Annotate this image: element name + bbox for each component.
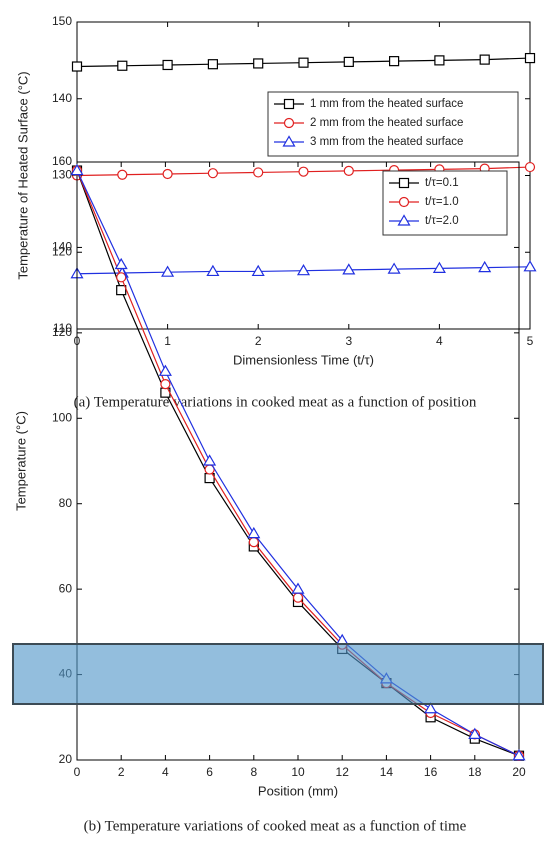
- y-tick-label: 160: [52, 154, 72, 168]
- x-tick-label: 8: [250, 765, 257, 779]
- marker: [387, 262, 401, 274]
- marker: [283, 117, 295, 129]
- marker: [117, 60, 128, 71]
- marker: [296, 263, 311, 276]
- caption: (b) Temperature variations of cooked mea…: [84, 818, 467, 834]
- legend-label: 3 mm from the heated surface: [310, 136, 463, 148]
- marker: [291, 582, 305, 594]
- y-tick-label: 20: [59, 752, 73, 766]
- marker: [398, 196, 410, 208]
- marker: [283, 98, 295, 110]
- marker: [524, 161, 536, 173]
- caption: (a) Temperature variations in cooked mea…: [74, 394, 477, 410]
- marker: [117, 169, 128, 180]
- x-axis-label: Dimensionless Time (t/τ): [233, 352, 374, 367]
- highlight-box: [12, 643, 544, 705]
- y-tick-label: 150: [52, 14, 72, 28]
- marker: [253, 167, 264, 178]
- marker: [114, 257, 128, 270]
- marker: [512, 749, 526, 761]
- y-tick-label: 120: [52, 244, 72, 258]
- marker: [158, 364, 172, 376]
- y-tick-label: 80: [59, 496, 73, 510]
- y-tick-label: 140: [52, 240, 72, 254]
- marker: [389, 56, 400, 67]
- x-tick-label: 5: [527, 334, 534, 348]
- x-tick-label: 1: [164, 334, 171, 348]
- legend-label: t/τ=0.1: [425, 177, 459, 189]
- x-tick-label: 2: [118, 765, 125, 779]
- marker: [253, 58, 264, 69]
- marker: [247, 526, 261, 539]
- x-tick-label: 16: [424, 765, 438, 779]
- x-axis-label: Position (mm): [258, 783, 338, 798]
- marker: [432, 261, 446, 273]
- marker: [203, 454, 217, 466]
- marker: [282, 135, 296, 147]
- marker: [298, 57, 309, 68]
- marker: [479, 54, 490, 65]
- y-tick-label: 120: [52, 325, 72, 339]
- y-axis-label: Temperature (°C): [13, 411, 28, 511]
- legend-label: t/τ=2.0: [425, 215, 459, 227]
- x-tick-label: 3: [345, 334, 352, 348]
- marker: [116, 285, 127, 296]
- x-tick-label: 10: [291, 765, 305, 779]
- marker: [207, 168, 218, 179]
- y-tick-label: 140: [52, 91, 72, 105]
- marker: [398, 177, 410, 189]
- x-tick-label: 4: [436, 334, 443, 348]
- legend-label: t/τ=1.0: [425, 196, 459, 208]
- x-tick-label: 18: [468, 765, 482, 779]
- legend-box: [267, 91, 519, 157]
- y-tick-label: 110: [53, 321, 72, 335]
- marker: [343, 165, 354, 176]
- marker: [71, 61, 83, 72]
- marker: [292, 592, 304, 603]
- marker: [160, 379, 171, 390]
- marker: [162, 59, 173, 71]
- marker: [478, 260, 492, 273]
- marker: [424, 702, 438, 714]
- marker: [524, 52, 536, 64]
- x-tick-label: 2: [255, 334, 262, 348]
- x-tick-label: 14: [380, 765, 394, 779]
- marker: [162, 168, 173, 180]
- marker: [397, 214, 411, 226]
- marker: [468, 727, 482, 739]
- marker: [343, 56, 354, 68]
- marker: [116, 272, 127, 283]
- marker: [434, 55, 445, 66]
- x-tick-label: 12: [336, 765, 350, 779]
- marker: [342, 263, 356, 275]
- x-tick-label: 20: [512, 765, 526, 779]
- marker: [251, 264, 265, 277]
- marker: [207, 59, 218, 70]
- marker: [248, 537, 259, 548]
- marker: [298, 166, 309, 177]
- marker: [70, 163, 84, 176]
- marker: [206, 264, 220, 277]
- x-tick-label: 4: [162, 765, 169, 779]
- y-tick-label: 60: [59, 581, 73, 595]
- y-axis-label: Temperature of Heated Surface (°C): [15, 71, 30, 279]
- y-tick-label: 130: [52, 168, 72, 182]
- legend-label: 2 mm from the heated surface: [310, 117, 463, 129]
- x-tick-label: 6: [206, 765, 213, 779]
- marker: [161, 265, 175, 277]
- x-tick-label: 0: [74, 765, 81, 779]
- legend-label: 1 mm from the heated surface: [310, 98, 463, 110]
- marker: [523, 260, 537, 272]
- y-tick-label: 100: [52, 410, 72, 424]
